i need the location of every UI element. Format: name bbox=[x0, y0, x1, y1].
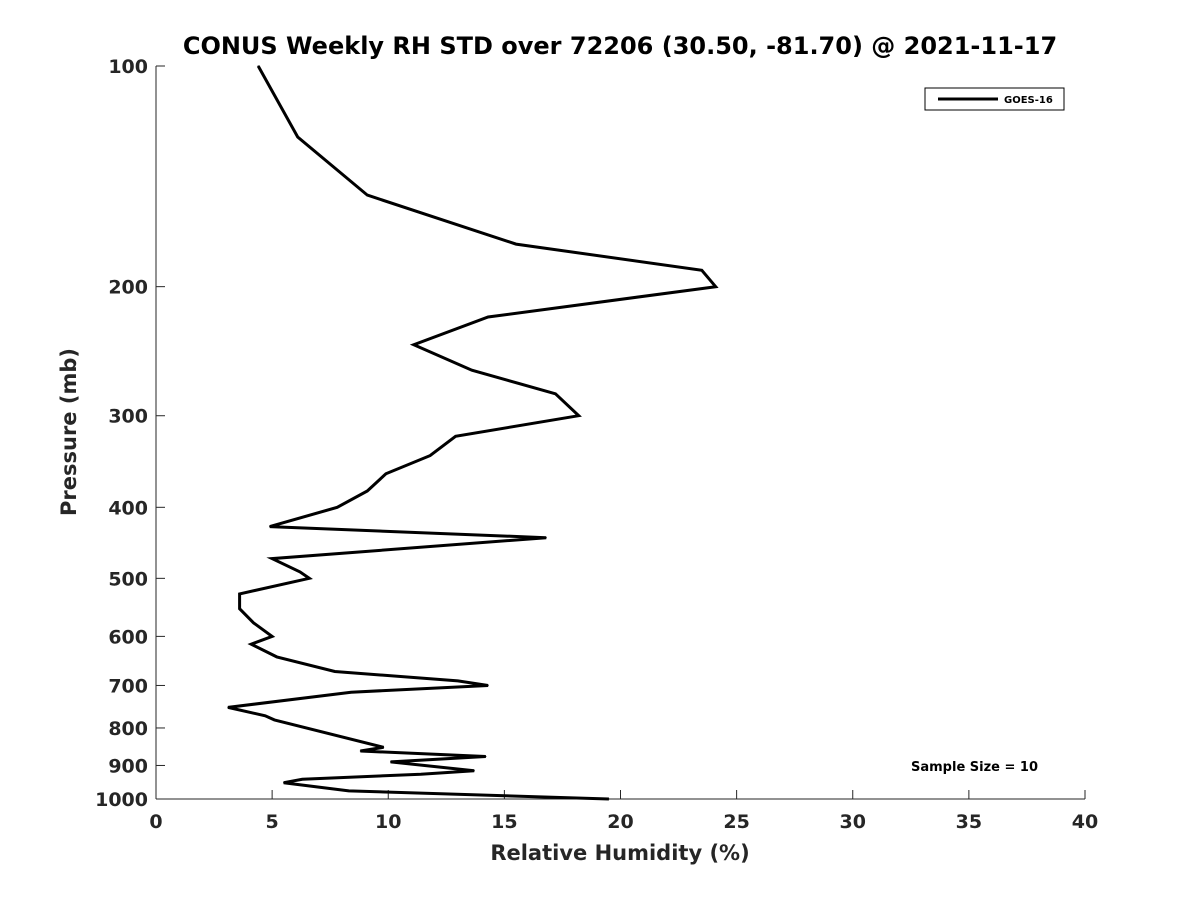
x-tick-label: 5 bbox=[266, 811, 279, 833]
chart-title: CONUS Weekly RH STD over 72206 (30.50, -… bbox=[183, 32, 1057, 60]
data-point bbox=[383, 746, 385, 748]
data-point bbox=[413, 344, 415, 346]
tick-labels: 0 5 10 15 20 25 30 35 40 100 200 300 400 500 600 700 800… bbox=[95, 56, 1098, 833]
y-tick-label: 600 bbox=[108, 626, 148, 648]
data-point bbox=[227, 706, 229, 709]
data-point bbox=[487, 684, 489, 687]
data-point bbox=[366, 194, 368, 196]
axes bbox=[155, 65, 1086, 800]
y-tick-label: 900 bbox=[108, 755, 148, 777]
data-point bbox=[336, 506, 338, 508]
x-tick-label: 0 bbox=[149, 811, 162, 833]
data-point bbox=[485, 755, 487, 758]
y-tick-label: 700 bbox=[108, 675, 148, 697]
x-tick-label: 35 bbox=[956, 811, 982, 833]
data-point bbox=[455, 435, 457, 437]
data-point bbox=[271, 558, 273, 560]
data-point bbox=[283, 782, 285, 784]
data-point bbox=[257, 65, 259, 67]
x-tick-label: 30 bbox=[840, 811, 866, 833]
sample-size-annotation: Sample Size = 10 bbox=[911, 760, 1038, 775]
data-point bbox=[473, 770, 475, 772]
data-point bbox=[264, 715, 266, 717]
data-point bbox=[429, 455, 431, 457]
data-point bbox=[348, 790, 350, 792]
x-tick-label: 40 bbox=[1072, 811, 1098, 833]
data-point bbox=[554, 393, 557, 395]
y-tick-label: 1000 bbox=[95, 789, 148, 811]
x-tick-label: 25 bbox=[723, 811, 749, 833]
legend: GOES-16 bbox=[924, 87, 1065, 111]
legend-label-goes-16: GOES-16 bbox=[1004, 95, 1053, 106]
data-point bbox=[385, 473, 387, 475]
series-layer bbox=[227, 65, 719, 801]
y-tick-label: 500 bbox=[108, 568, 148, 590]
data-point bbox=[515, 243, 517, 245]
data-point bbox=[297, 136, 299, 138]
data-point bbox=[578, 415, 580, 417]
data-point bbox=[250, 643, 252, 645]
data-point bbox=[301, 778, 303, 780]
data-point bbox=[239, 608, 241, 610]
series-line-goes-16 bbox=[227, 65, 719, 801]
y-tick-label: 200 bbox=[108, 277, 148, 299]
data-point bbox=[299, 571, 301, 573]
data-point bbox=[350, 691, 352, 693]
data-point bbox=[390, 761, 392, 763]
y-tick-label: 800 bbox=[108, 718, 148, 740]
data-point bbox=[269, 526, 271, 528]
data-point bbox=[545, 537, 547, 539]
data-point bbox=[715, 286, 717, 288]
x-tick-label: 10 bbox=[375, 811, 401, 833]
data-point bbox=[276, 656, 278, 658]
data-point bbox=[457, 680, 459, 682]
data-point bbox=[271, 635, 273, 638]
data-point bbox=[471, 369, 473, 371]
x-tick-label: 20 bbox=[607, 811, 633, 833]
data-point bbox=[366, 490, 368, 492]
x-tick-label: 15 bbox=[491, 811, 517, 833]
y-tick-label: 100 bbox=[108, 56, 148, 78]
data-point bbox=[239, 593, 241, 595]
x-axis-label: Relative Humidity (%) bbox=[490, 841, 749, 865]
data-point bbox=[487, 316, 489, 318]
data-point bbox=[308, 577, 310, 579]
data-point bbox=[273, 719, 275, 721]
data-point bbox=[701, 269, 703, 271]
y-axis-label: Pressure (mb) bbox=[57, 348, 81, 516]
y-tick-label: 300 bbox=[108, 406, 148, 428]
data-point bbox=[608, 798, 610, 800]
data-point bbox=[252, 622, 255, 624]
data-point bbox=[420, 773, 422, 775]
data-point bbox=[334, 670, 336, 673]
data-point bbox=[359, 750, 361, 752]
y-tick-label: 400 bbox=[108, 497, 148, 519]
